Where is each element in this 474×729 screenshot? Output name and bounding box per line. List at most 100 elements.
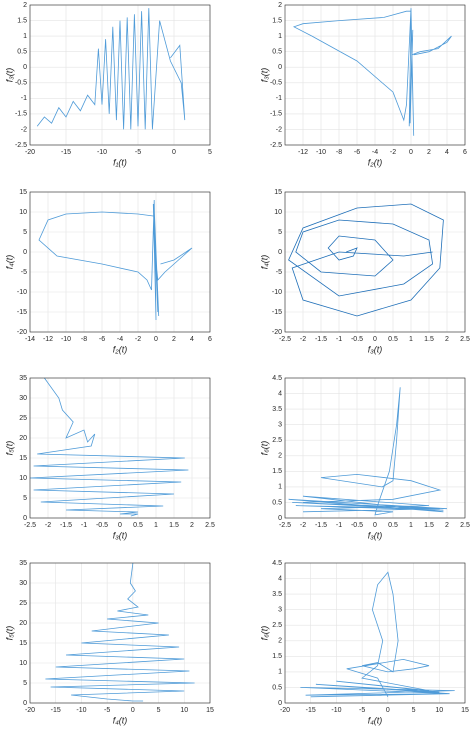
x-axis-label: f₄(t) [368, 715, 383, 725]
y-axis-label: f₆(t) [259, 441, 269, 456]
y-axis-label: f₄(t) [4, 255, 14, 270]
trajectory [45, 562, 195, 702]
y-tick-label: -2.5 [270, 142, 282, 149]
y-tick-label: 5 [278, 229, 282, 236]
axes-box [29, 4, 211, 146]
y-tick-label: 2 [278, 453, 282, 460]
y-tick-label: 35 [19, 375, 27, 382]
y-tick-label: 5 [23, 495, 27, 502]
x-tick-label: -2.5 [279, 336, 291, 343]
trajectory [36, 8, 186, 130]
y-tick-label: 10 [274, 209, 282, 216]
y-tick-label: 35 [19, 560, 27, 567]
y-tick-label: 2 [23, 2, 27, 9]
x-tick-label: 0.5 [388, 522, 398, 529]
y-tick-label: -10 [17, 289, 27, 296]
y-tick-label: -5 [21, 269, 27, 276]
y-tick-label: 0.5 [272, 684, 282, 691]
x-tick-label: 0 [131, 707, 135, 714]
axes-box [29, 191, 211, 333]
y-tick-label: -15 [17, 309, 27, 316]
x-tick-label: 0 [409, 149, 413, 156]
y-tick-label: 2 [278, 638, 282, 645]
x-tick-label: 2 [190, 522, 194, 529]
axes-box [284, 377, 466, 519]
x-tick-label: 0.5 [133, 522, 143, 529]
y-tick-label: 5 [23, 229, 27, 236]
x-tick-label: -8 [336, 149, 342, 156]
y-tick-label: 2.5 [272, 622, 282, 629]
y-axis-label: f₆(t) [259, 626, 269, 641]
x-tick-label: -0.5 [351, 522, 363, 529]
y-tick-label: 15 [19, 189, 27, 196]
y-tick-label: 4.5 [272, 560, 282, 567]
x-tick-label: 2 [445, 522, 449, 529]
x-tick-label: 0 [172, 149, 176, 156]
y-tick-label: 4 [278, 575, 282, 582]
y-tick-label: 0 [278, 515, 282, 522]
y-tick-label: 10 [19, 475, 27, 482]
y-axis-label: f₅(t) [4, 441, 14, 456]
y-tick-label: -5 [276, 269, 282, 276]
x-tick-label: 0 [373, 336, 377, 343]
x-tick-label: 4 [190, 336, 194, 343]
x-axis-label: f₂(t) [368, 157, 382, 167]
x-tick-label: 15 [461, 707, 469, 714]
y-tick-label: 4.5 [272, 375, 282, 382]
x-tick-label: -2 [390, 149, 396, 156]
y-tick-label: 15 [19, 640, 27, 647]
x-tick-label: 0 [373, 522, 377, 529]
y-axis-label: f₃(t) [4, 68, 14, 83]
y-tick-label: 0 [23, 64, 27, 71]
x-tick-label: -0.5 [96, 522, 108, 529]
y-tick-label: 1.5 [17, 17, 27, 24]
y-tick-label: 0.5 [272, 499, 282, 506]
y-tick-label: 4 [278, 390, 282, 397]
y-tick-label: -20 [17, 329, 27, 336]
x-tick-label: -6 [354, 149, 360, 156]
x-tick-label: 0 [386, 707, 390, 714]
y-tick-label: 0.5 [17, 49, 27, 56]
x-tick-label: 0.5 [388, 336, 398, 343]
x-tick-label: 15 [206, 707, 214, 714]
y-tick-label: 1 [278, 669, 282, 676]
trajectory [29, 377, 189, 517]
y-tick-label: -2 [276, 126, 282, 133]
x-tick-label: -2 [300, 336, 306, 343]
x-tick-label: 2.5 [460, 522, 470, 529]
y-tick-label: 15 [274, 189, 282, 196]
x-tick-label: -1 [336, 522, 342, 529]
y-axis-label: f₄(t) [259, 255, 269, 270]
x-tick-label: 2 [172, 336, 176, 343]
y-tick-label: 1.5 [272, 468, 282, 475]
trajectory [292, 8, 452, 136]
x-tick-label: 1.5 [424, 336, 434, 343]
y-tick-label: 1 [278, 33, 282, 40]
x-tick-label: -15 [61, 149, 71, 156]
y-axis-label: f₅(t) [4, 626, 14, 641]
y-tick-label: 1 [23, 33, 27, 40]
y-tick-label: 0 [23, 515, 27, 522]
x-tick-label: 10 [435, 707, 443, 714]
x-tick-label: -10 [97, 149, 107, 156]
y-tick-label: -1 [276, 95, 282, 102]
y-tick-label: -0.5 [270, 80, 282, 87]
x-tick-label: -1 [336, 336, 342, 343]
axes-box [284, 4, 466, 146]
x-tick-label: -8 [81, 336, 87, 343]
y-tick-label: 3.5 [272, 406, 282, 413]
y-tick-label: 30 [19, 580, 27, 587]
x-tick-label: 1.5 [169, 522, 179, 529]
y-tick-label: 2 [278, 2, 282, 9]
y-tick-label: -2 [21, 126, 27, 133]
y-tick-label: 1 [278, 484, 282, 491]
x-axis-label: f₂(t) [113, 344, 127, 354]
y-tick-label: 20 [19, 435, 27, 442]
y-tick-label: 1.5 [272, 653, 282, 660]
x-tick-label: -4 [372, 149, 378, 156]
x-tick-label: 2.5 [205, 522, 215, 529]
x-tick-label: 5 [157, 707, 161, 714]
x-tick-label: 0 [154, 336, 158, 343]
y-axis-label: f₃(t) [259, 68, 269, 83]
trajectory [300, 571, 455, 698]
